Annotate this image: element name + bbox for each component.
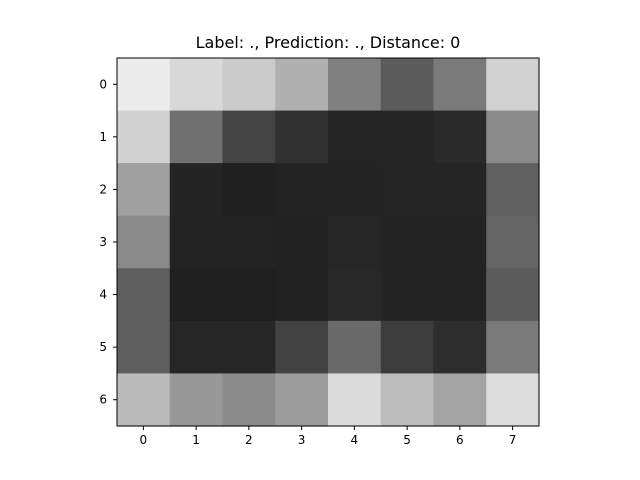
y-tick-label-1: 1 (99, 130, 107, 144)
y-tick-label-5: 5 (99, 340, 107, 354)
x-tick-label-4: 4 (351, 433, 359, 447)
heatmap-cell-r5-c7 (486, 320, 540, 375)
heatmap-cell-r1-c1 (169, 110, 224, 164)
heatmap-cell-r5-c3 (275, 320, 329, 375)
heatmap-cell-r2-c7 (486, 163, 540, 217)
heatmap-cell-r3-c6 (433, 215, 487, 269)
y-tick-label-3: 3 (99, 235, 107, 249)
heatmap-cell-r5-c2 (222, 320, 276, 375)
heatmap-cell-r6-c3 (275, 373, 329, 427)
heatmap-cell-r1-c2 (222, 110, 276, 164)
heatmap-cell-r0-c5 (380, 58, 435, 112)
heatmap-cell-r5-c0 (117, 320, 171, 375)
heatmap-cell-r4-c7 (486, 268, 540, 322)
heatmap-cell-r6-c4 (328, 373, 382, 427)
heatmap-cell-r0-c2 (222, 58, 276, 112)
x-tick-label-7: 7 (509, 433, 517, 447)
x-tick-label-3: 3 (298, 433, 306, 447)
heatmap-cell-r5-c1 (169, 320, 224, 375)
heatmap-cell-r2-c4 (328, 163, 382, 217)
heatmap-cell-r0-c4 (328, 58, 382, 112)
heatmap-cell-r4-c5 (380, 268, 435, 322)
y-tick-label-6: 6 (99, 393, 107, 407)
x-tick-label-5: 5 (403, 433, 411, 447)
heatmap-cell-r3-c3 (275, 215, 329, 269)
y-tick-label-2: 2 (99, 182, 107, 196)
chart-title: Label: ., Prediction: ., Distance: 0 (196, 33, 461, 52)
heatmap-cell-r6-c6 (433, 373, 487, 427)
x-tick-label-6: 6 (456, 433, 464, 447)
heatmap-cell-r4-c2 (222, 268, 276, 322)
heatmap-cell-r3-c4 (328, 215, 382, 269)
heatmap-cell-r0-c6 (433, 58, 487, 112)
heatmap-cell-r0-c0 (117, 58, 171, 112)
heatmap-cell-r6-c7 (486, 373, 540, 427)
heatmap-cell-r0-c3 (275, 58, 329, 112)
heatmap-cell-r2-c1 (169, 163, 224, 217)
heatmap-cell-r2-c2 (222, 163, 276, 217)
heatmap-cell-r1-c0 (117, 110, 171, 164)
x-axis: 0 1 2 3 4 5 6 7 (140, 426, 517, 447)
heatmap-cell-r2-c6 (433, 163, 487, 217)
heatmap-cell-r4-c1 (169, 268, 224, 322)
heatmap-cell-r2-c5 (380, 163, 435, 217)
y-axis: 0 1 2 3 4 5 6 (99, 77, 117, 407)
heatmap-cell-r2-c0 (117, 163, 171, 217)
heatmap-cell-r1-c3 (275, 110, 329, 164)
heatmap-cell-r1-c7 (486, 110, 540, 164)
heatmap-cell-r3-c0 (117, 215, 171, 269)
heatmap-cell-r0-c1 (169, 58, 224, 112)
heatmap-cell-r6-c5 (380, 373, 435, 427)
heatmap-cell-r3-c5 (380, 215, 435, 269)
heatmap-cell-r4-c0 (117, 268, 171, 322)
heatmap-cell-r5-c5 (380, 320, 435, 375)
heatmap-cells (117, 58, 540, 427)
heatmap-cell-r3-c2 (222, 215, 276, 269)
x-tick-label-0: 0 (140, 433, 148, 447)
heatmap-cell-r3-c1 (169, 215, 224, 269)
heatmap-cell-r1-c5 (380, 110, 435, 164)
heatmap-cell-r1-c6 (433, 110, 487, 164)
heatmap-cell-r4-c3 (275, 268, 329, 322)
heatmap-cell-r1-c4 (328, 110, 382, 164)
x-tick-label-1: 1 (192, 433, 200, 447)
heatmap-cell-r4-c4 (328, 268, 382, 322)
y-tick-label-0: 0 (99, 77, 107, 91)
heatmap-cell-r6-c0 (117, 373, 171, 427)
heatmap-cell-r0-c7 (486, 58, 540, 112)
heatmap-cell-r6-c2 (222, 373, 276, 427)
heatmap-cell-r2-c3 (275, 163, 329, 217)
heatmap-cell-r3-c7 (486, 215, 540, 269)
y-tick-label-4: 4 (99, 288, 107, 302)
x-tick-label-2: 2 (245, 433, 253, 447)
heatmap-cell-r6-c1 (169, 373, 224, 427)
heatmap-cell-r5-c6 (433, 320, 487, 375)
heatmap-cell-r4-c6 (433, 268, 487, 322)
heatmap-cell-r5-c4 (328, 320, 382, 375)
